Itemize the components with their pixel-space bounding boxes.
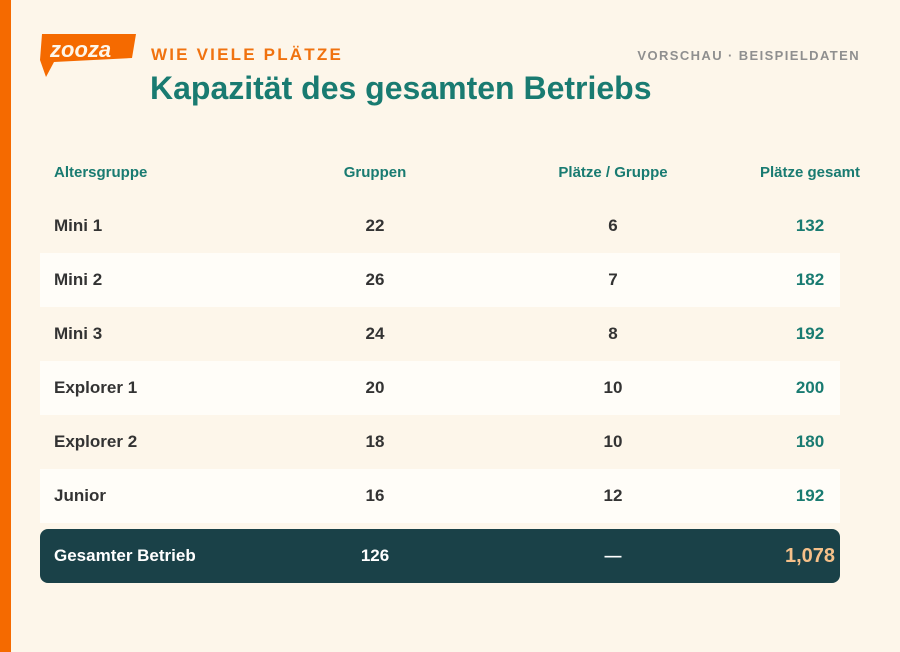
table-row: Explorer 1 20 10 200 [40,361,840,415]
age-group-cell: Mini 2 [54,270,103,289]
groups-cell: 16 [365,486,385,505]
column-header-groups: Gruppen [343,163,407,181]
places-total-cell: 200 [795,378,825,397]
table-body: Mini 1 22 6 132 Mini 2 26 7 182 Mini 3 2… [40,199,840,523]
age-group-cell: Explorer 1 [54,378,138,397]
page-title: Kapazität des gesamten Betriebs [150,70,652,106]
table-total-row: Gesamter Betrieb 126 — 1,078 [40,529,840,583]
table-row: Mini 2 26 7 182 [40,253,840,307]
age-group-cell: Mini 3 [54,324,103,343]
table-row: Junior 16 12 192 [40,469,840,523]
preview-label: Vorschau · Beispieldaten [637,48,860,63]
places-per-group-cell: 7 [608,270,618,289]
zooza-logo: zooza [40,34,136,77]
places-per-group-cell: 12 [603,486,623,505]
groups-cell: 26 [365,270,385,289]
table-header: Altersgruppe Gruppen Plätze / Gruppe Plä… [40,145,860,199]
groups-cell: 24 [365,324,385,343]
groups-cell: 22 [365,216,385,235]
places-per-group-cell: 8 [608,324,618,343]
places-per-group-cell: 6 [608,216,618,235]
accent-bar [0,0,11,652]
places-total-cell: 192 [795,486,825,505]
section-kicker: Wie viele Plätze [151,45,343,64]
places-per-group-cell: 10 [603,432,623,451]
table-row: Explorer 2 18 10 180 [40,415,840,469]
age-group-cell: Explorer 2 [54,432,138,451]
places-total-cell: 132 [795,216,825,235]
places-per-group-cell: 10 [603,378,623,397]
table-row: Mini 3 24 8 192 [40,307,840,361]
total-places-per-group: — [604,546,622,565]
places-total-cell: 192 [795,324,825,343]
total-label: Gesamter Betrieb [54,546,196,565]
total-places: 1,078 [784,544,836,567]
total-groups: 126 [360,546,390,565]
places-total-cell: 180 [795,432,825,451]
capacity-table: Altersgruppe Gruppen Plätze / Gruppe Plä… [40,145,860,583]
age-group-cell: Junior [54,486,106,505]
age-group-cell: Mini 1 [54,216,103,235]
groups-cell: 20 [365,378,385,397]
column-header-places-total: Plätze gesamt [759,163,861,181]
column-header-age-group: Altersgruppe [54,163,148,181]
table-row: Mini 1 22 6 132 [40,199,840,253]
groups-cell: 18 [365,432,385,451]
column-header-places-per-group: Plätze / Gruppe [558,163,668,181]
places-total-cell: 182 [795,270,825,289]
svg-text:zooza: zooza [49,37,111,62]
